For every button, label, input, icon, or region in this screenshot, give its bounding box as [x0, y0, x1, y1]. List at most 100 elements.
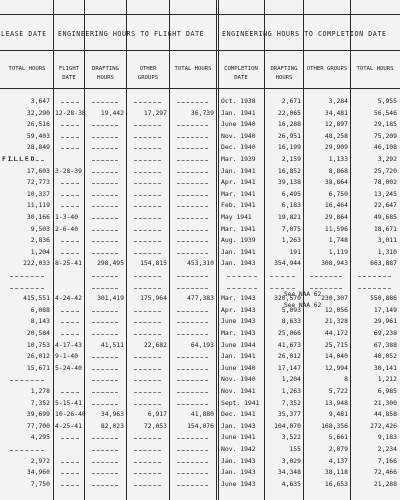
cell-total: 39,699 [26, 410, 50, 419]
cell-ctotal: 17,149 [373, 305, 397, 314]
empty-cell-dash [177, 218, 208, 219]
cell-total: 10,753 [26, 340, 50, 349]
empty-cell-dash [177, 229, 208, 231]
cell-fother: 6,917 [147, 410, 167, 419]
cell-cother: 308,943 [321, 259, 348, 268]
cell-total: 3,647 [30, 97, 50, 105]
empty-cell-dash [177, 183, 208, 185]
col-flight-date: FLIGHT DATE [58, 66, 80, 81]
empty-cell-dash [134, 136, 161, 138]
empty-cell-dash [177, 102, 208, 103]
cell-total: 8,143 [30, 317, 50, 326]
cell-ctotal: 3,292 [377, 155, 397, 163]
cell-ctotal: 30,141 [373, 363, 397, 372]
cell-cdraft: 354,944 [274, 259, 301, 268]
filled-note: FILLED [2, 156, 37, 163]
empty-cell-dash [92, 229, 118, 231]
cell-cdraft: 191 [289, 247, 301, 256]
cell-total: 7,352 [30, 398, 50, 407]
empty-cell-dash [177, 368, 208, 370]
cell-cother: 12,056 [324, 305, 348, 314]
cell-cdraft: 1,204 [281, 375, 301, 384]
cell-cother: 25,715 [324, 340, 348, 349]
cell-fdraft: 82,023 [100, 421, 124, 430]
col-other-groups: OTHER GROUPS [137, 66, 159, 81]
empty-cell-dash [92, 392, 118, 393]
cell-cdraft: 1,263 [281, 387, 301, 395]
column-header-rule [0, 88, 400, 89]
cell-ctotal: 550,886 [370, 294, 397, 303]
cell-ctotal: 272,426 [370, 421, 397, 430]
empty-cell-dash [177, 392, 208, 393]
cell-total: 6,088 [30, 305, 50, 314]
empty-cell-dash [92, 125, 118, 127]
cell-cdraft: 22,065 [277, 108, 301, 117]
cell-cdate: Dec. 1941 [221, 410, 256, 419]
cell-cother: 5,661 [328, 433, 348, 442]
cell-cdate: Nov. 1940 [221, 375, 256, 384]
cell-cdraft: 4,635 [281, 479, 301, 488]
cell-fother: 72,053 [143, 421, 167, 430]
cell-cdraft: 2,159 [281, 155, 301, 163]
cell-total: 10,337 [26, 189, 50, 198]
empty-cell-dash [177, 484, 208, 486]
cell-cdate: Nov. 1941 [221, 387, 256, 395]
cell-cdate: Jan. 1943 [221, 421, 256, 430]
cell-total: 15,671 [26, 363, 50, 372]
empty-cell-dash [92, 287, 118, 289]
see-naa-note-2: See NAA 62 [284, 302, 322, 309]
empty-cell-dash [134, 287, 161, 289]
cell-cdate: Jan. 1941 [221, 247, 256, 256]
cell-cdraft: 3,029 [281, 456, 301, 465]
empty-cell-dash [177, 171, 208, 173]
empty-cell-dash [92, 171, 118, 173]
divider-5 [216, 0, 217, 500]
cell-ctotal: 46,108 [373, 143, 397, 152]
empty-cell-dash [92, 218, 118, 219]
empty-cell-dash [61, 334, 79, 335]
empty-cell-dash [134, 148, 161, 150]
empty-cell-dash [134, 194, 161, 196]
empty-cell-dash [92, 322, 118, 324]
to-completion-header: ENGINEERING HOURS TO COMPLETION DATE [222, 30, 387, 38]
cell-cdate: Dec. 1940 [221, 143, 256, 152]
cell-ctotal: 67,388 [373, 340, 397, 349]
empty-cell-dash [134, 218, 161, 219]
cell-cdate: June 1944 [221, 340, 256, 349]
col-completion-date: COMPLETION DATE [224, 66, 258, 81]
cell-fdraft: 19,442 [100, 108, 124, 117]
cell-cdate: Jan. 1941 [221, 108, 256, 117]
divider-4 [169, 0, 170, 500]
cell-ftotal: 477,383 [187, 294, 214, 303]
divider-7 [303, 0, 304, 500]
cell-cdate: Feb. 1941 [221, 201, 256, 210]
cell-ctotal: 663,887 [370, 259, 397, 268]
cell-cother: 44,172 [324, 329, 348, 337]
empty-cell-dash [134, 241, 161, 243]
cell-cother: 12,897 [324, 120, 348, 129]
cell-fdraft: 301,419 [97, 294, 124, 303]
empty-cell-dash [61, 252, 79, 254]
cell-total: 9,503 [30, 224, 50, 233]
cell-cother: 38,864 [324, 178, 348, 187]
cell-cother: 8 [344, 375, 348, 384]
empty-cell-dash [134, 473, 161, 475]
cell-cdraft: 16,288 [277, 120, 301, 129]
empty-cell-dash [61, 125, 79, 127]
empty-cell-dash [270, 287, 295, 289]
empty-cell-dash [177, 136, 208, 138]
cell-fother: 154,815 [140, 259, 167, 268]
cell-cdraft: 34,348 [277, 468, 301, 477]
top-rule [0, 14, 400, 15]
empty-cell-dash [310, 287, 342, 289]
cell-ctotal: 9,183 [377, 433, 397, 442]
cell-cdraft: 2,671 [281, 97, 301, 105]
cell-ctotal: 40,052 [373, 352, 397, 361]
cell-total: 20,584 [26, 329, 50, 337]
empty-cell-dash [134, 310, 161, 312]
empty-cell-dash [177, 125, 208, 127]
release-date-header: LEASE DATE [1, 30, 47, 38]
cell-flight: 8-25-41 [55, 259, 82, 268]
cell-ctotal: 13,245 [373, 189, 397, 198]
empty-cell-dash [10, 380, 44, 382]
